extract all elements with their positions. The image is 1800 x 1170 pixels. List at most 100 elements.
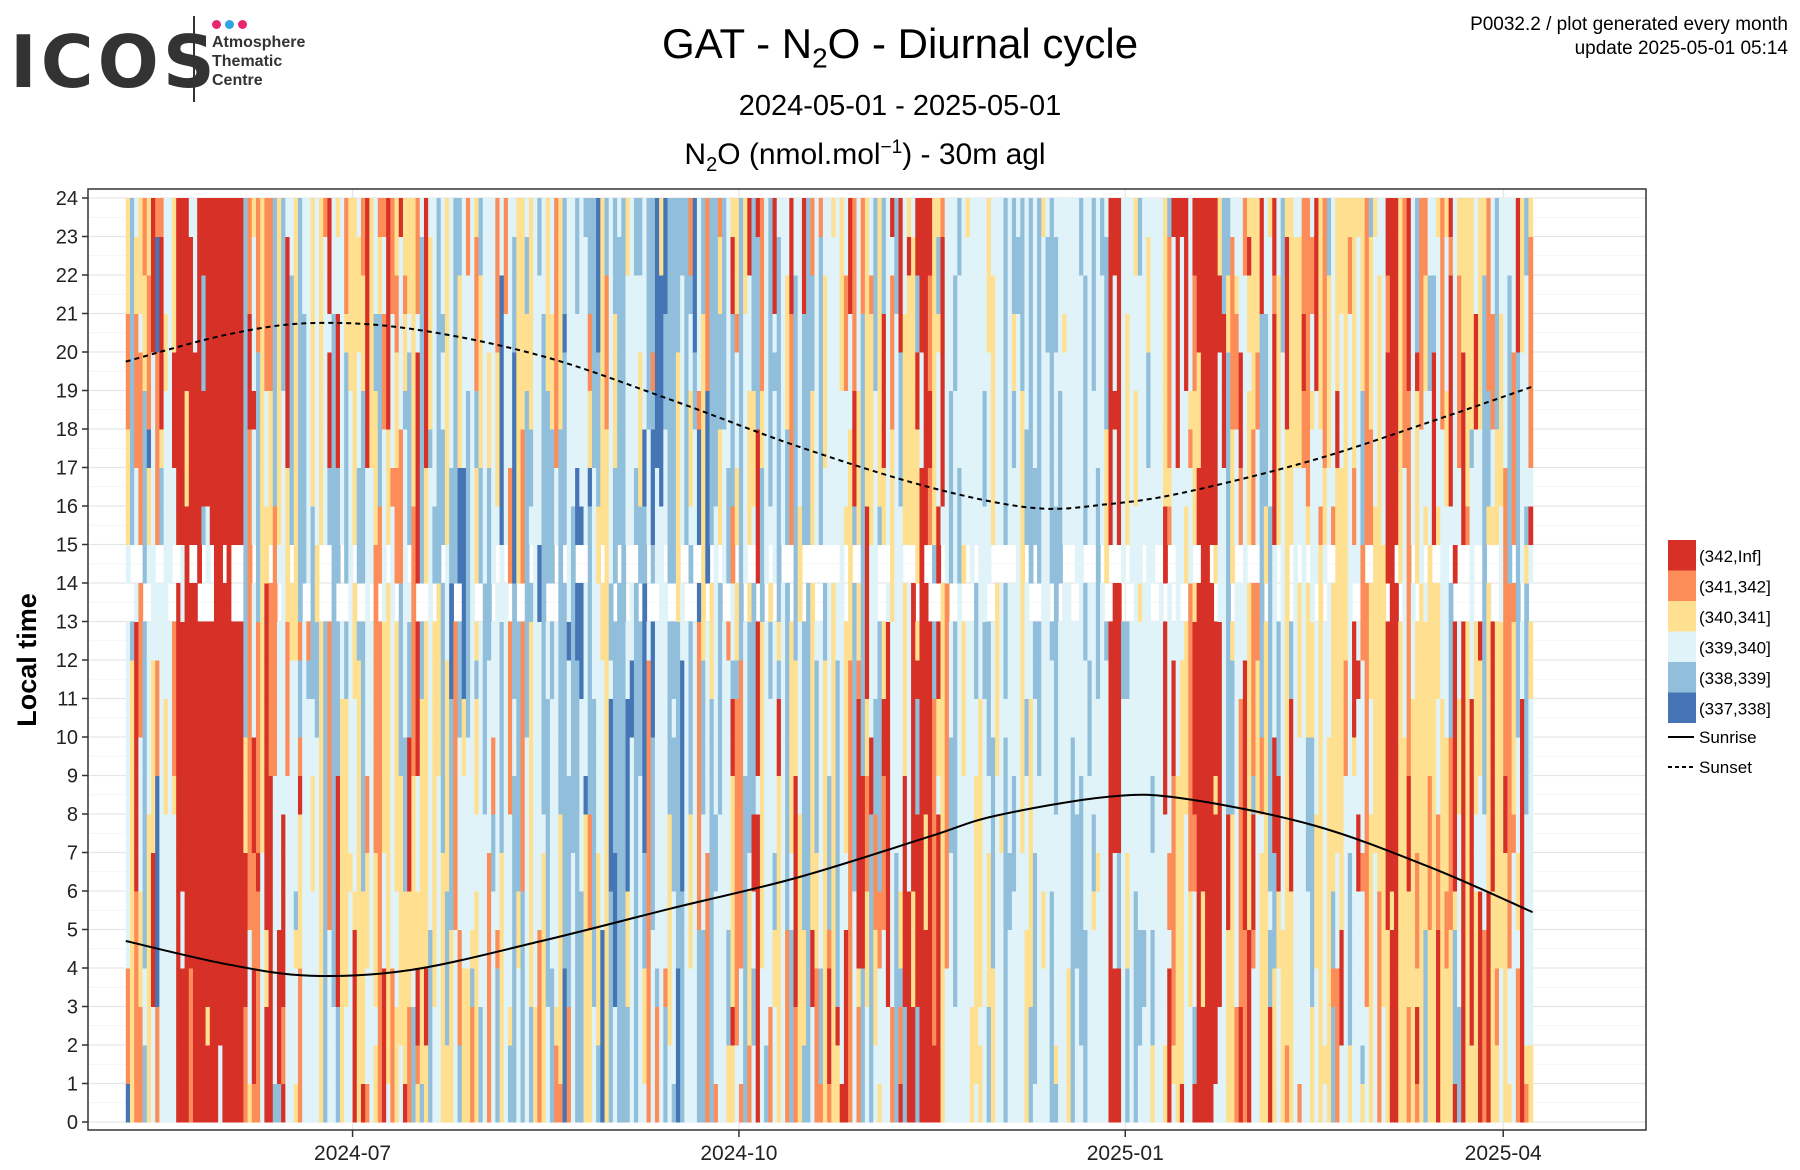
heatmap-cell [381, 698, 387, 738]
heatmap-cell [890, 352, 895, 391]
heatmap-cell [738, 775, 744, 815]
heatmap-cell [453, 429, 459, 468]
heatmap-cell [226, 698, 232, 738]
heatmap-cell [990, 929, 996, 969]
heatmap-cell [898, 1083, 904, 1123]
heatmap-cell [768, 352, 774, 391]
heatmap-cell [873, 891, 879, 930]
heatmap-cell [331, 621, 337, 661]
heatmap-cell [335, 814, 341, 853]
heatmap-cell [894, 1045, 900, 1084]
heatmap-cell [432, 698, 438, 738]
heatmap-cell [310, 544, 316, 584]
heatmap-cell [327, 621, 333, 661]
heatmap-cell [180, 698, 186, 738]
heatmap-cell [482, 390, 488, 430]
heatmap-cell [415, 236, 421, 276]
heatmap-cell [793, 544, 799, 584]
heatmap-cell [768, 852, 774, 892]
heatmap-cell [915, 1083, 921, 1123]
heatmap-cell [402, 660, 408, 699]
heatmap-cell [159, 814, 165, 853]
heatmap-cell [684, 467, 690, 507]
heatmap-cell [339, 621, 345, 661]
heatmap-cell [516, 352, 522, 391]
heatmap-cell [197, 891, 202, 930]
heatmap-cell [650, 814, 656, 853]
heatmap-cell [831, 236, 837, 276]
heatmap-cell [633, 660, 639, 699]
heatmap-cell [516, 698, 522, 738]
heatmap-cell [486, 198, 492, 237]
heatmap-cell [373, 352, 379, 391]
heatmap-cell [423, 1045, 429, 1084]
heatmap-cell [251, 313, 257, 353]
heatmap-cell [608, 390, 614, 430]
heatmap-cell [302, 814, 307, 853]
heatmap-cell [482, 698, 488, 738]
heatmap-cell [272, 583, 278, 622]
heatmap-cell [869, 737, 874, 776]
heatmap-cell [318, 737, 324, 776]
heatmap-cell [633, 852, 639, 892]
heatmap-cell [696, 390, 702, 430]
heatmap-cell [234, 313, 240, 353]
heatmap-cell [356, 929, 362, 969]
heatmap-cell [1003, 698, 1009, 738]
heatmap-cell [159, 1083, 165, 1123]
heatmap-cell [125, 968, 131, 1007]
heatmap-cell [713, 660, 719, 699]
heatmap-cell [785, 929, 790, 969]
heatmap-cell [680, 968, 685, 1007]
heatmap-cell [247, 583, 253, 622]
heatmap-cell [335, 891, 341, 930]
heatmap-cell [915, 968, 921, 1007]
heatmap-cell [621, 583, 627, 622]
heatmap-cell [264, 583, 270, 622]
heatmap-cell [877, 390, 883, 430]
heatmap-cell [839, 467, 845, 507]
heatmap-cell [314, 236, 320, 276]
heatmap-cell [398, 506, 404, 545]
heatmap-cell [894, 891, 900, 930]
heatmap-cell [306, 352, 312, 391]
heatmap-cell [377, 352, 383, 391]
heatmap-cell [281, 698, 286, 738]
heatmap-cell [726, 968, 732, 1007]
heatmap-cell [432, 390, 438, 430]
heatmap-cell [138, 698, 144, 738]
heatmap-cell [768, 236, 774, 276]
heatmap-cell [171, 1083, 177, 1123]
heatmap-cell [520, 852, 526, 892]
heatmap-cell [789, 198, 795, 237]
heatmap-cell [465, 929, 471, 969]
heatmap-cell [541, 198, 547, 237]
heatmap-cell [629, 737, 635, 776]
heatmap-cell [789, 891, 795, 930]
heatmap-cell [869, 852, 874, 892]
heatmap-cell [323, 814, 328, 853]
heatmap-cell [138, 583, 144, 622]
heatmap-cell [352, 891, 358, 930]
heatmap-cell [507, 814, 513, 853]
heatmap-cell [528, 352, 534, 391]
heatmap-cell [453, 814, 459, 853]
heatmap-cell [734, 467, 740, 507]
heatmap-cell [969, 313, 975, 353]
heatmap-cell [957, 929, 963, 969]
heatmap-cell [129, 891, 135, 930]
heatmap-cell [680, 621, 685, 661]
heatmap-cell [789, 506, 795, 545]
heatmap-cell [890, 968, 895, 1007]
heatmap-cell [608, 429, 614, 468]
heatmap-cell [457, 891, 463, 930]
heatmap-cell [873, 968, 879, 1007]
heatmap-cell [995, 506, 1000, 545]
heatmap-cell [247, 313, 253, 353]
heatmap-cell [579, 698, 585, 738]
heatmap-cell [596, 429, 601, 468]
heatmap-cell [201, 814, 207, 853]
heatmap-cell [255, 1006, 261, 1046]
heatmap-cell [600, 852, 606, 892]
heatmap-cell [222, 390, 228, 430]
